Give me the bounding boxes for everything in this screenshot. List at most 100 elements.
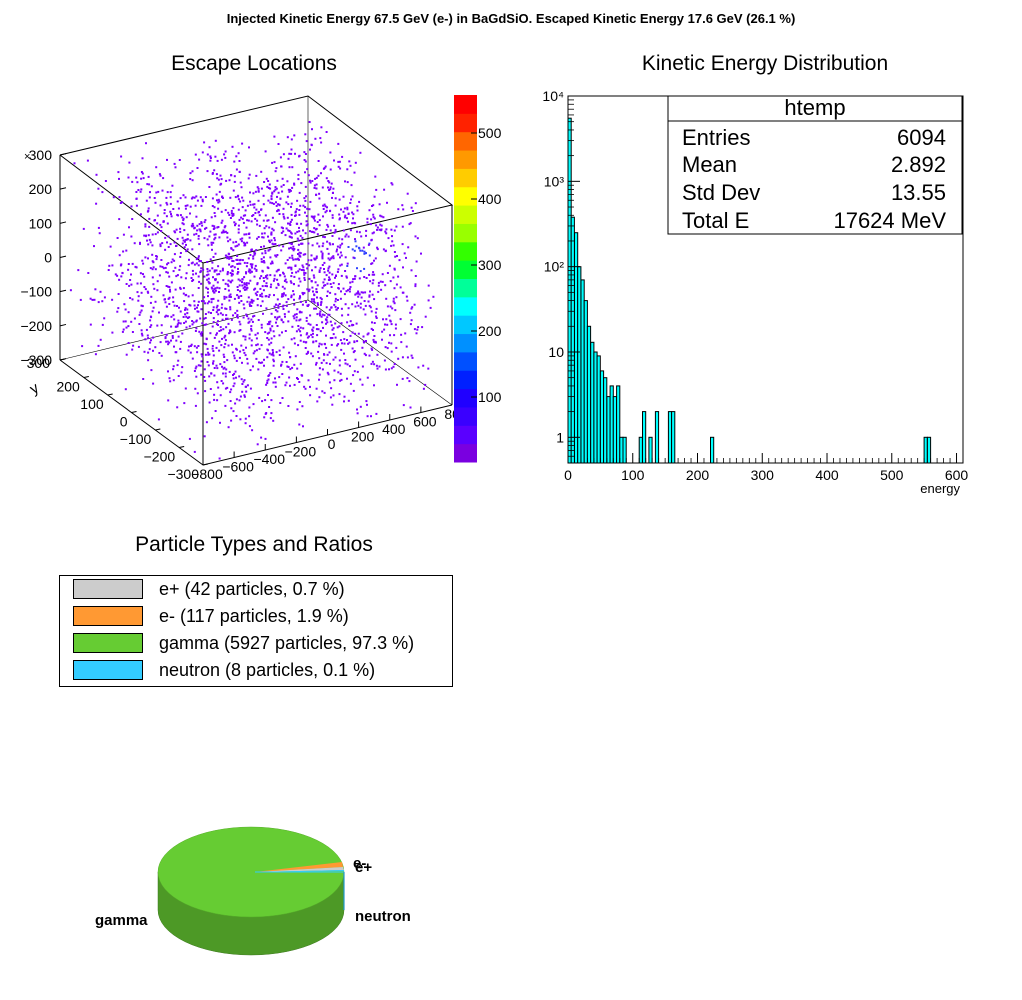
scatter-point (301, 374, 304, 377)
scatter-point (131, 218, 134, 220)
scatter-point (179, 230, 182, 233)
scatter-point (268, 321, 271, 324)
scatter-point (175, 339, 178, 342)
scatter-point (289, 280, 292, 283)
scatter-point (357, 290, 360, 293)
scatter-point (368, 273, 371, 276)
scatter-point (381, 330, 384, 333)
scatter-point (206, 153, 209, 156)
scatter-point (363, 252, 366, 255)
scatter-point (264, 252, 267, 255)
scatter-point (248, 320, 251, 323)
scatter-point (274, 243, 277, 245)
scatter-point (372, 329, 374, 331)
scatter-point (227, 211, 230, 214)
color-scale-step (454, 205, 477, 224)
scatter-point (290, 205, 292, 208)
scatter-point (280, 319, 283, 322)
scatter-point (151, 276, 154, 279)
scatter-point (271, 192, 274, 195)
scatter-point (317, 213, 320, 216)
scatter-point (326, 290, 329, 293)
scatter-point (247, 257, 250, 260)
scatter-point (148, 183, 151, 186)
scatter-point (229, 293, 232, 296)
particle-types-panel: Particle Types and Ratios e- e+ gamma ne… (95, 533, 411, 956)
scatter-point (328, 271, 331, 274)
pie-label-e-plus: e+ (355, 859, 372, 876)
scatter-point (319, 314, 321, 317)
scatter-point (370, 362, 373, 365)
scatter-point (308, 121, 311, 123)
scatter-point (313, 215, 316, 218)
scatter-point (179, 227, 182, 230)
scatter-point (349, 229, 352, 232)
scatter-point (135, 176, 138, 179)
scatter-point (384, 284, 387, 287)
scatter-point (326, 247, 329, 250)
scatter-point (142, 378, 145, 380)
scatter-point (287, 310, 290, 313)
scatter-point (266, 337, 269, 339)
scatter-point (253, 253, 256, 256)
scatter-point (312, 274, 315, 277)
scatter-point (229, 391, 232, 394)
scatter-point (298, 423, 301, 426)
scatter-point (304, 341, 307, 344)
scatter-point (273, 294, 275, 297)
scatter-point (172, 300, 175, 303)
scatter-point (345, 217, 348, 220)
scatter-point (214, 139, 217, 142)
scatter-points-group (69, 121, 435, 460)
scatter-point (141, 305, 144, 308)
scatter-point (303, 276, 306, 279)
scatter-point (384, 323, 386, 326)
scatter-point (243, 379, 246, 382)
scatter-point (318, 245, 321, 248)
scatter-point (233, 266, 236, 269)
scatter-point (340, 290, 342, 293)
scatter-point (273, 161, 276, 164)
scatter-point (330, 387, 333, 390)
scatter-point (296, 237, 299, 240)
scatter-point (237, 267, 239, 270)
scatter-point (183, 322, 186, 324)
scatter-point (278, 349, 281, 352)
stats-label: Std Dev (682, 180, 760, 205)
scatter-point (356, 267, 358, 270)
scatter-point (382, 248, 385, 251)
scatter-point (239, 200, 242, 203)
color-scale-step (454, 296, 477, 316)
scatter-point (413, 303, 416, 306)
scatter-point (222, 367, 225, 370)
scatter-point (230, 209, 233, 212)
scatter-point (304, 347, 307, 349)
scatter-point (309, 314, 312, 317)
scatter-point (235, 376, 237, 379)
scatter-point (183, 402, 186, 405)
scatter-point (170, 215, 173, 218)
scatter-point (329, 396, 332, 399)
scatter-point (269, 286, 272, 289)
scatter-point (378, 203, 381, 206)
scatter-point (264, 214, 267, 217)
scatter-point (311, 286, 314, 289)
scatter-point (334, 300, 337, 303)
x-tick-label: 400 (382, 421, 406, 437)
scatter-point (220, 380, 223, 382)
histogram-bar (577, 266, 582, 464)
scatter-point (381, 273, 384, 276)
scatter-point (334, 204, 337, 207)
scatter-point (93, 298, 96, 301)
scatter-point (264, 412, 267, 415)
scatter-point (164, 248, 167, 251)
y-tick-label: −100 (120, 431, 152, 447)
scatter-point (212, 289, 215, 292)
scatter-point (166, 263, 168, 266)
scatter-point (329, 362, 331, 365)
scatter-point (305, 301, 307, 304)
scatter-point (167, 262, 170, 265)
scatter-point (172, 208, 175, 210)
scatter-point (362, 291, 365, 294)
scatter-point (251, 263, 254, 266)
